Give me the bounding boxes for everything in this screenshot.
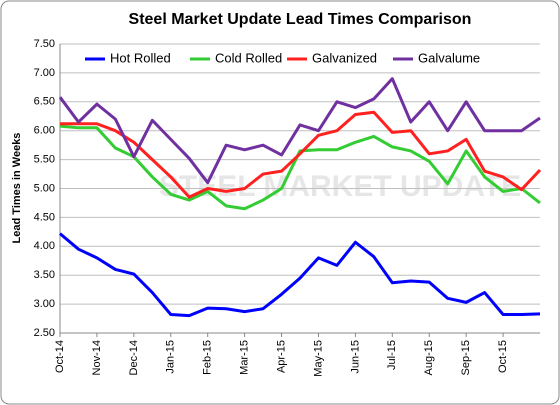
x-tick-label: Apr-15 — [275, 340, 287, 373]
series-line — [58, 77, 541, 185]
y-tick-label: 7.00 — [34, 67, 55, 79]
x-tick-label: Jan-15 — [165, 340, 177, 374]
legend-label: Cold Rolled — [215, 50, 282, 65]
x-tick-label: Jun-15 — [349, 340, 361, 374]
chart-title: Steel Market Update Lead Times Compariso… — [129, 11, 472, 28]
series-line — [59, 124, 541, 211]
watermark: STEEL MARKET UPDATE — [159, 170, 521, 203]
x-tick-label: Jul-15 — [386, 340, 398, 370]
series-line — [59, 232, 541, 318]
y-axis-label: Lead Times in Weeks — [11, 133, 23, 244]
y-tick-label: 3.00 — [34, 298, 55, 310]
y-tick-label: 2.50 — [34, 327, 55, 339]
x-tick-label: Sep-15 — [460, 340, 472, 375]
series-line — [60, 110, 542, 199]
y-tick-label: 5.50 — [34, 154, 55, 166]
y-tick-label: 4.50 — [34, 211, 55, 223]
y-tick-label: 6.00 — [34, 125, 55, 137]
x-tick-label: Aug-15 — [423, 340, 435, 375]
y-tick-label: 4.00 — [34, 240, 55, 252]
x-tick-label: Oct-15 — [497, 340, 509, 373]
y-tick-label: 3.50 — [34, 269, 55, 281]
legend-label: Galvalume — [418, 50, 480, 65]
x-tick-label: Oct-14 — [54, 340, 66, 373]
legend-label: Hot Rolled — [110, 50, 171, 65]
x-tick-label: May-15 — [312, 340, 324, 377]
y-tick-label: 7.50 — [34, 38, 55, 50]
x-tick-label: Feb-15 — [202, 340, 214, 375]
y-tick-label: 6.50 — [34, 96, 55, 108]
x-tick-label: Dec-14 — [128, 340, 140, 375]
legend-label: Galvanized — [312, 50, 377, 65]
y-tick-label: 5.00 — [34, 182, 55, 194]
x-tick-label: Nov-14 — [91, 340, 103, 375]
x-tick-label: Mar-15 — [239, 340, 251, 375]
